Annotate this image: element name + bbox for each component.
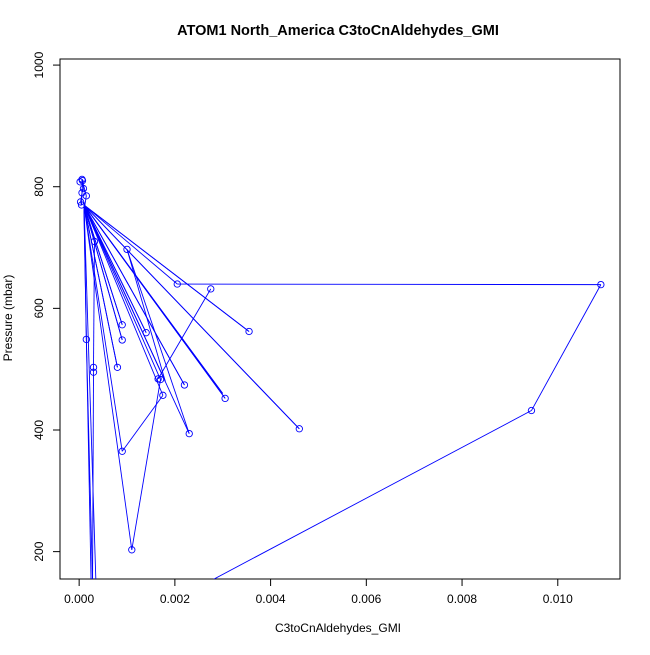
x-tick-label: 0.006 [351,592,381,606]
series-line-segment [83,201,87,340]
series-line-segment [213,410,532,579]
data-point-marker [77,201,86,209]
data-point-marker [78,175,86,184]
series-line-segment [126,249,166,382]
series-line-segment [83,204,133,550]
plot-area [76,175,605,583]
data-point-marker [123,245,131,254]
series-line-segment [83,201,97,579]
series-line-segment [83,204,123,341]
series-line-segment [83,204,166,382]
data-point-marker [142,329,150,337]
data-point-marker [173,280,181,288]
data-point-marker [221,394,229,403]
data-point-marker [118,447,126,455]
data-point-marker [180,381,189,389]
series-line-segment [80,192,83,202]
data-point-marker [128,546,136,554]
data-point-marker [295,425,303,433]
data-point-marker [79,184,88,193]
y-tick-label: 800 [32,176,46,196]
data-point-marker [527,406,536,415]
data-point-marker [185,429,193,438]
y-tick-label: 1000 [32,51,46,78]
series-group [76,175,605,583]
series-line-segment [83,204,123,452]
plot-frame [59,58,621,580]
series-line-segment [83,204,123,325]
x-tick-label: 0.000 [64,592,94,606]
data-point-marker [89,368,98,376]
data-point-marker [90,237,99,246]
data-point-marker [82,192,90,200]
series-line-segment [93,241,95,368]
series-line-segment [126,249,190,434]
x-tick-label: 0.004 [256,592,286,606]
x-tick-label: 0.002 [160,592,190,606]
series-line-segment [83,204,118,368]
x-axis: 0.000 0.002 0.004 0.006 0.008 0.010 [64,578,573,606]
data-point-marker [82,335,90,344]
series-line-segment [92,372,94,579]
series-line-segment [83,204,224,394]
series-line-segment [83,204,164,396]
y-tick-label: 400 [32,420,46,440]
series-line-segment [91,581,96,583]
series-line-segment [177,283,601,286]
y-tick-label: 200 [32,541,46,561]
data-point-marker [207,285,215,293]
series-line-segment [531,284,602,411]
data-point-marker [113,363,122,372]
chart-title: ATOM1 North_America C3toCnAldehydes_GMI [177,23,499,39]
series-line-segment [85,339,93,579]
series-line-segment [83,204,161,380]
series-line-segment [83,204,147,333]
series-line-segment [80,201,82,206]
data-point-marker [159,391,167,399]
series-line-segment [83,204,185,386]
x-tick-label: 0.008 [447,592,477,606]
data-point-marker [89,363,98,372]
series-line-segment [81,188,84,193]
data-point-marker [76,198,85,206]
data-point-marker [245,327,253,336]
y-tick-label: 600 [32,298,46,318]
series-line-segment [83,204,300,430]
x-axis-label: C3toCnAldehydes_GMI [275,621,401,635]
data-point-marker [154,375,162,383]
series-line-segment [83,204,250,332]
data-point-marker [118,336,126,344]
y-axis-label: Pressure (mbar) [1,275,15,362]
series-line-segment [83,204,178,285]
series-line-segment [131,379,161,550]
series-line-segment [157,288,212,380]
y-axis: 200 400 600 800 1000 [32,51,61,562]
data-point-marker [118,321,126,329]
data-point-marker [597,280,605,289]
x-tick-label: 0.010 [543,592,573,606]
